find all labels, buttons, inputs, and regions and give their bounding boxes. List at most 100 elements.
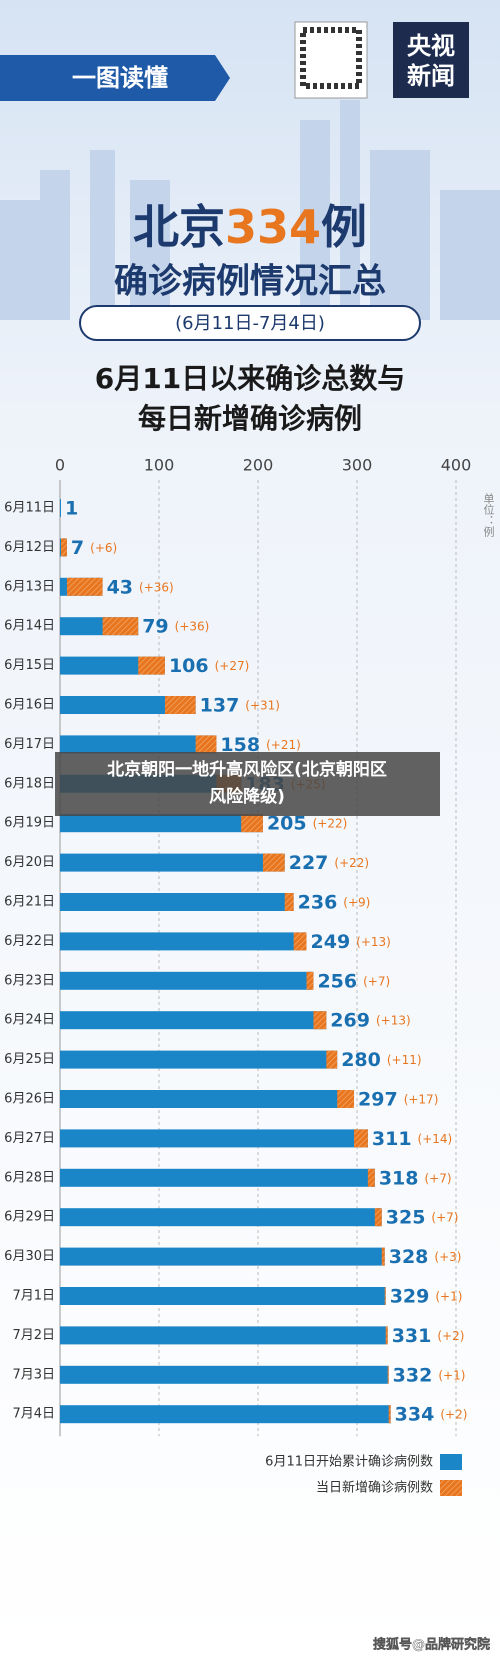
bar: [60, 696, 196, 714]
caption: 风险降级): [209, 786, 285, 807]
y-tick-label: 6月25日: [4, 1052, 55, 1067]
y-tick-label: 6月22日: [4, 934, 55, 949]
y-tick-label: 6月28日: [4, 1170, 55, 1185]
x-tick-label: 0: [55, 456, 65, 475]
bar: [60, 853, 285, 872]
value-label: 7: [71, 537, 84, 559]
legend-label: 6月11日开始累计确诊病例数: [265, 1455, 433, 1470]
bar-increment: [164, 696, 196, 714]
value-label: 297: [358, 1089, 398, 1111]
x-tick-label: 200: [243, 456, 274, 475]
y-tick-label: 6月23日: [4, 973, 55, 988]
chart-title: 每日新增确诊病例: [138, 402, 362, 435]
legend-swatch: [440, 1454, 462, 1470]
increment-label: (+11): [387, 1053, 422, 1067]
value-label: 256: [317, 970, 357, 992]
bar: [60, 1405, 391, 1424]
x-tick-label: 400: [441, 456, 472, 475]
bar-increment: [374, 1208, 382, 1227]
value-label: 43: [107, 576, 133, 598]
increment-label: (+7): [431, 1211, 458, 1225]
bar-increment: [354, 1129, 368, 1148]
bar: [60, 971, 314, 990]
logo: [393, 22, 469, 98]
increment-label: (+13): [356, 935, 391, 949]
caption-box: [55, 752, 440, 816]
date-pill: [79, 305, 421, 341]
value-label: 280: [341, 1049, 381, 1071]
logo-text: 央视: [407, 32, 455, 60]
value-label: 236: [298, 892, 338, 914]
bar-increment: [138, 656, 165, 675]
increment-label: (+14): [418, 1132, 453, 1146]
y-tick-label: 7月2日: [12, 1328, 55, 1343]
unit-label: 单位：例: [482, 493, 495, 537]
bar: [60, 1287, 386, 1305]
y-tick-label: 6月14日: [4, 619, 55, 634]
logo-text: 新闻: [407, 62, 455, 90]
value-label: 205: [267, 813, 307, 835]
increment-label: (+9): [343, 896, 370, 910]
value-label: 79: [142, 616, 168, 638]
y-tick-label: 6月16日: [4, 698, 55, 713]
increment-label: (+22): [334, 856, 369, 870]
bar: [60, 932, 307, 951]
value-label: 318: [379, 1167, 419, 1189]
increment-label: (+2): [440, 1408, 467, 1422]
increment-label: (+2): [437, 1329, 464, 1343]
legend-label: 当日新增确诊病例数: [316, 1480, 433, 1496]
increment-label: (+7): [424, 1171, 451, 1185]
y-tick-label: 6月18日: [4, 776, 55, 791]
main-title: 北京334例: [133, 200, 367, 254]
banner: [0, 55, 230, 101]
x-tick-label: 100: [144, 456, 175, 475]
bar-increment: [313, 1011, 327, 1030]
y-tick-label: 7月3日: [12, 1367, 55, 1382]
bar: [60, 1011, 327, 1030]
increment-label: (+13): [376, 1014, 411, 1028]
y-tick-label: 6月11日: [4, 501, 55, 516]
value-label: 106: [169, 655, 209, 677]
bar-increment: [241, 814, 263, 833]
increment-label: (+7): [363, 974, 390, 988]
increment-label: (+3): [434, 1250, 461, 1264]
bar: [60, 499, 61, 517]
bar-increment: [293, 932, 307, 951]
y-tick-label: 6月29日: [4, 1210, 55, 1225]
bar: [60, 1050, 338, 1069]
bar: [60, 1326, 388, 1345]
bar-increment: [195, 735, 217, 754]
increment-label: (+1): [435, 1290, 462, 1304]
value-label: 325: [386, 1207, 426, 1229]
increment-label: (+36): [175, 620, 210, 634]
value-label: 331: [392, 1325, 432, 1347]
value-label: 249: [311, 931, 351, 953]
value-label: 332: [393, 1364, 433, 1386]
subtitle: 确诊病例情况汇总: [114, 262, 386, 302]
value-label: 269: [330, 1010, 370, 1032]
bar: [60, 1208, 382, 1227]
title-part: 北京: [133, 200, 225, 254]
y-tick-label: 6月15日: [4, 658, 55, 673]
increment-label: (+27): [215, 659, 250, 673]
qr-pattern: [300, 27, 362, 89]
value-label: 334: [395, 1404, 435, 1426]
bar-increment: [388, 1405, 391, 1424]
value-label: 328: [389, 1246, 429, 1268]
chart-title: 6月11日以来确诊总数与: [95, 362, 405, 395]
y-tick-label: 6月17日: [4, 737, 55, 752]
y-tick-label: 6月19日: [4, 816, 55, 831]
increment-label: (+17): [404, 1093, 439, 1107]
bar: [60, 1168, 375, 1187]
y-tick-label: 6月21日: [4, 895, 55, 910]
value-label: 137: [200, 695, 240, 717]
skyline: [0, 100, 500, 320]
bar-increment: [66, 577, 103, 596]
bar: [60, 1247, 385, 1266]
bar: [60, 893, 294, 911]
increment-label: (+22): [313, 817, 348, 831]
value-label: 158: [220, 734, 260, 756]
y-tick-label: 6月30日: [4, 1249, 55, 1264]
y-tick-label: 7月1日: [12, 1289, 55, 1304]
